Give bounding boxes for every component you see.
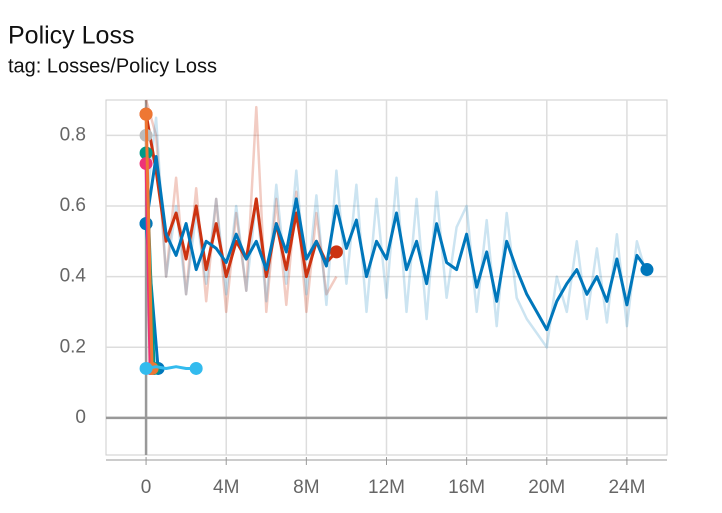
chart-subtitle: tag: Losses/Policy Loss	[8, 55, 217, 77]
series-line	[144, 116, 649, 349]
point-marker	[189, 361, 203, 375]
x-tick-label: 20M	[528, 477, 565, 498]
x-tick-label: 16M	[448, 477, 485, 498]
x-tick-label: 12M	[368, 477, 405, 498]
series-line	[144, 155, 649, 332]
x-tick-label: 24M	[608, 477, 645, 498]
x-tick-label: 0	[141, 477, 152, 498]
y-tick-label: 0.6	[60, 195, 86, 216]
point-marker	[329, 245, 343, 259]
y-tick-label: 0.4	[60, 266, 87, 287]
y-tick-label: 0.8	[60, 124, 86, 145]
x-tick-label: 4M	[213, 477, 239, 498]
x-tick-label: 8M	[293, 477, 319, 498]
chart-title: Policy Loss	[8, 22, 134, 50]
y-tick-label: 0	[75, 407, 86, 428]
point-marker	[640, 263, 654, 277]
series-line	[145, 365, 197, 370]
y-tick-label: 0.2	[60, 336, 86, 357]
point-marker	[139, 107, 153, 121]
series-line	[144, 114, 154, 369]
point-marker	[139, 361, 153, 375]
